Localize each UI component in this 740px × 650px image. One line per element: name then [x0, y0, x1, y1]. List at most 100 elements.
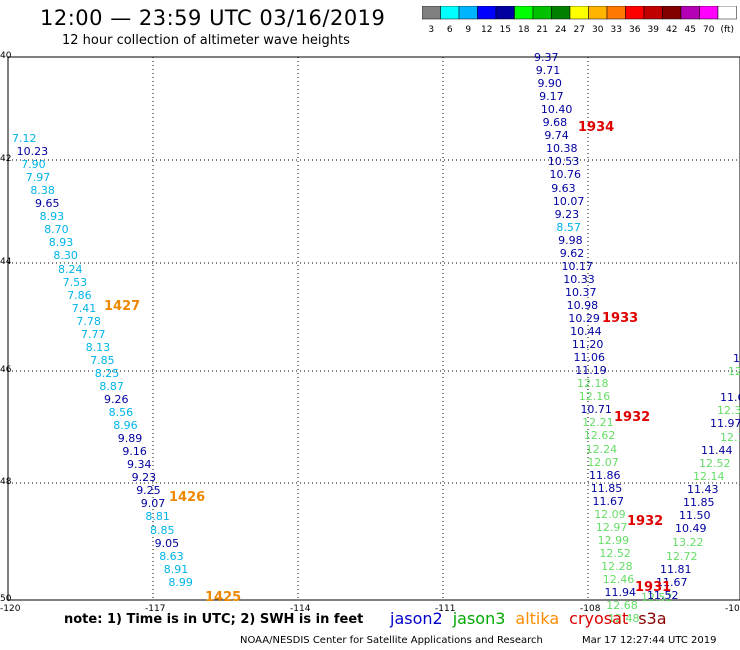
- color-scale-label: 9: [465, 25, 471, 35]
- wave-height-label: 12.97: [595, 520, 628, 534]
- wave-height-label: 11.86: [589, 468, 621, 482]
- wave-height-label: 11.50: [679, 509, 711, 522]
- y-tick-label: 50: [0, 594, 12, 604]
- wave-height-label: 11.20: [571, 338, 604, 352]
- time-marker: 1426: [169, 490, 206, 505]
- color-scale-label: 33: [611, 25, 622, 35]
- wave-height-label: 9.05: [154, 536, 180, 550]
- wave-height-label: 12.18: [577, 377, 609, 391]
- legend-item-jason3: jason3: [452, 609, 506, 628]
- wave-height-label: 12.14: [693, 470, 725, 483]
- color-swatch: [717, 6, 737, 20]
- wave-height-label: 12.99: [597, 533, 630, 547]
- wave-height-label: 8.70: [44, 223, 69, 237]
- wave-height-label: 10.40: [540, 103, 573, 117]
- wave-height-label: 10.23: [16, 145, 49, 159]
- legend-item-altika: altika: [515, 609, 560, 628]
- wave-height-label: 8.99: [168, 575, 193, 589]
- color-scale-label: 39: [648, 25, 660, 35]
- wave-height-label: 10.37: [564, 285, 597, 299]
- wave-height-label: 9.07: [140, 497, 166, 511]
- y-tick-label: 44: [0, 257, 12, 267]
- wave-height-label: 8.13: [85, 340, 111, 354]
- wave-height-label: 11.67: [656, 576, 688, 589]
- wave-height-label: 10.38: [546, 142, 578, 156]
- wave-height-label: 12.46: [602, 573, 635, 586]
- wave-height-label: 10.29: [568, 312, 600, 325]
- wave-height-label: 11.94: [604, 586, 637, 600]
- wave-height-label: 8.30: [53, 249, 78, 263]
- wave-height-label: 11.85: [683, 496, 715, 509]
- footnote: note: 1) Time is in UTC; 2) SWH is in fe…: [64, 612, 364, 627]
- wave-height-label: 8.96: [113, 419, 138, 433]
- wave-height-label: 8.63: [159, 549, 184, 563]
- wave-height-label: 9.25: [136, 484, 161, 498]
- x-tick-label: -114: [290, 604, 311, 614]
- color-scale-label: 24: [555, 25, 567, 35]
- wave-height-label: 8.25: [94, 366, 120, 380]
- wave-height-label: 8.91: [163, 562, 189, 576]
- wave-height-label: 12: [728, 365, 740, 378]
- wave-height-label: 12.21: [582, 416, 614, 430]
- time-marker: 1932: [614, 410, 651, 425]
- wave-height-label: 11.85: [590, 481, 623, 495]
- wave-height-label: 9.63: [551, 181, 576, 195]
- time-marker: 1931: [635, 580, 672, 595]
- wave-height-label: 10.33: [563, 272, 595, 286]
- color-scale-label: 42: [666, 25, 677, 35]
- wave-height-label: 9.71: [535, 64, 561, 78]
- wave-height-label: 7.86: [67, 288, 92, 302]
- wave-height-label: 12.3: [717, 404, 740, 417]
- wave-height-label: 10.49: [675, 522, 707, 535]
- wave-height-label: 11.19: [575, 364, 607, 378]
- color-scale-label: 18: [518, 25, 530, 35]
- wave-height-label: 8.24: [58, 262, 83, 276]
- color-scale-label: 21: [537, 25, 548, 35]
- wave-height-label: 11.43: [687, 483, 719, 496]
- wave-height-label: 9.90: [537, 77, 562, 91]
- page-title: 12:00 — 23:59 UTC 03/16/2019: [40, 6, 386, 30]
- x-tick-label: -108: [580, 604, 601, 614]
- wave-height-label: 12.48: [607, 612, 640, 626]
- wave-height-label: 11.52: [647, 589, 679, 602]
- timestamp: Mar 17 12:27:44 UTC 2019: [582, 635, 717, 646]
- wave-height-label: 10.53: [547, 155, 580, 169]
- color-scale-label: 30: [592, 25, 604, 35]
- wave-height-label: 12.07: [587, 455, 619, 469]
- wave-height-label: 8.56: [108, 406, 134, 420]
- wave-height-label: 9.62: [559, 246, 585, 260]
- y-tick-label: 40: [0, 51, 12, 61]
- wave-height-label: 9.34: [127, 458, 152, 472]
- wave-height-label: 8.93: [48, 236, 74, 250]
- color-scale-label: 70: [703, 25, 715, 35]
- wave-height-label: 12.52: [599, 546, 631, 560]
- color-scale-bar: 3 6 9 12 15 18 21 24 27 30 33 36 39 42 45 70 (ft): [422, 6, 737, 35]
- wave-height-label: 8.57: [556, 220, 581, 234]
- wave-height-label: 12.68: [606, 599, 638, 613]
- legend-item-s3a: s3a: [638, 609, 667, 628]
- wave-height-label: 12.09: [594, 507, 626, 521]
- satellite-legend: jason2 jason3 altika cryosat s3a: [390, 609, 677, 628]
- wave-height-label: 11.06: [573, 351, 606, 365]
- legend-item-jason2: jason2: [390, 609, 443, 628]
- wave-height-label: 12.13: [720, 431, 740, 444]
- wave-height-label: 12.72: [666, 550, 698, 563]
- wave-height-label: 7.41: [71, 301, 97, 315]
- wave-height-label: 7.97: [25, 171, 51, 185]
- y-tick-label: 42: [0, 154, 12, 164]
- wave-height-label: 11.67: [592, 494, 624, 508]
- wave-height-label: 7.85: [90, 353, 115, 367]
- wave-height-label: 10.07: [552, 194, 585, 208]
- wave-height-label: 7.78: [76, 314, 101, 328]
- wave-height-label: 10.44: [570, 325, 602, 339]
- time-marker: 1425: [205, 590, 242, 605]
- time-marker: 1934: [578, 120, 615, 135]
- color-scale-label: 15: [500, 25, 511, 35]
- wave-height-label: 9.23: [554, 207, 580, 221]
- wave-height-label: 8.85: [150, 523, 175, 537]
- wave-height-label: 7.12: [12, 132, 37, 145]
- wave-height-label: 11.97: [710, 417, 740, 430]
- wave-height-label: 7.90: [21, 158, 46, 172]
- wave-height-label: 9.98: [558, 233, 583, 247]
- wave-height-label: 10.17: [561, 259, 594, 273]
